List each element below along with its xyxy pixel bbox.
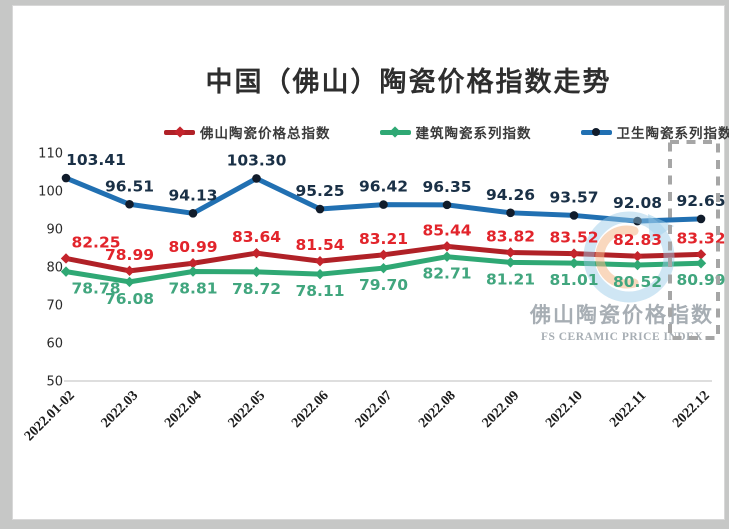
legend-label-sanitary-index: 卫生陶瓷系列指数 [616, 126, 729, 141]
legend-line-blue-icon [580, 128, 612, 136]
legend-label-total-index: 佛山陶瓷价格总指数 [200, 126, 331, 141]
legend-marker-red-icon [173, 126, 186, 138]
chart-title: 中国（佛山）陶瓷价格指数走势 [205, 67, 612, 97]
legend-item-sanitary-index: 卫生陶瓷系列指数 [580, 122, 729, 142]
chart-legend: 佛山陶瓷价格总指数 建筑陶瓷系列指数 卫生陶瓷系列指数 [164, 122, 729, 142]
legend-item-building-index: 建筑陶瓷系列指数 [379, 122, 532, 142]
legend-marker-green-icon [389, 126, 401, 138]
chart-card: 中国（佛山）陶瓷价格指数走势 佛山陶瓷价格总指数 建筑陶瓷系列指数 卫生陶瓷系列… [13, 6, 729, 519]
legend-line-green-icon [379, 126, 411, 138]
legend-label-building-index: 建筑陶瓷系列指数 [415, 126, 532, 141]
legend-item-total-index: 佛山陶瓷价格总指数 [164, 122, 331, 142]
legend-marker-blue-icon [592, 128, 600, 136]
legend-line-red-icon [164, 126, 195, 138]
